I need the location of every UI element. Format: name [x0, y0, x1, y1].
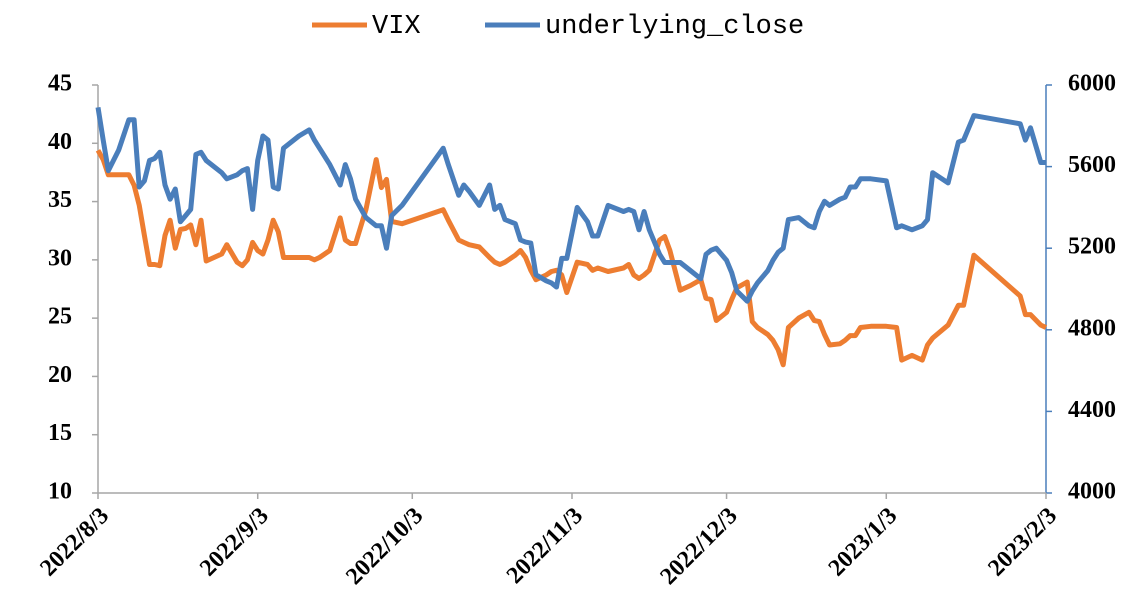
y-tick-label: 45 — [48, 71, 72, 97]
legend-label: VIX — [372, 12, 421, 42]
y2-tick-label: 4800 — [1068, 315, 1116, 341]
y-tick-label: 30 — [48, 245, 72, 271]
y-tick-label: 20 — [48, 362, 72, 388]
x-tick-label: 2022/9/3 — [195, 503, 274, 582]
x-tick-label: 2022/8/3 — [35, 503, 114, 582]
x-tick-label: 2022/10/3 — [341, 503, 428, 590]
x-tick-label: 2022/11/3 — [502, 503, 588, 589]
y2-tick-label: 4400 — [1068, 397, 1116, 423]
y-tick-label: 10 — [48, 479, 72, 505]
y2-tick-label: 6000 — [1068, 71, 1116, 97]
y2-tick-label: 5200 — [1068, 234, 1116, 260]
y2-tick-label: 5600 — [1068, 152, 1116, 178]
legend-label: underlying_close — [545, 12, 804, 42]
y-tick-label: 35 — [48, 187, 72, 213]
y-tick-label: 40 — [48, 129, 72, 155]
x-tick-label: 2022/12/3 — [655, 503, 742, 590]
series-line — [95, 149, 1048, 368]
x-tick-label: 2023/1/3 — [824, 503, 903, 582]
x-tick-label: 2023/2/3 — [983, 503, 1062, 582]
series-line — [95, 107, 1046, 304]
y-tick-label: 15 — [48, 420, 72, 446]
y-tick-label: 25 — [48, 304, 72, 330]
y2-tick-label: 4000 — [1068, 479, 1116, 505]
